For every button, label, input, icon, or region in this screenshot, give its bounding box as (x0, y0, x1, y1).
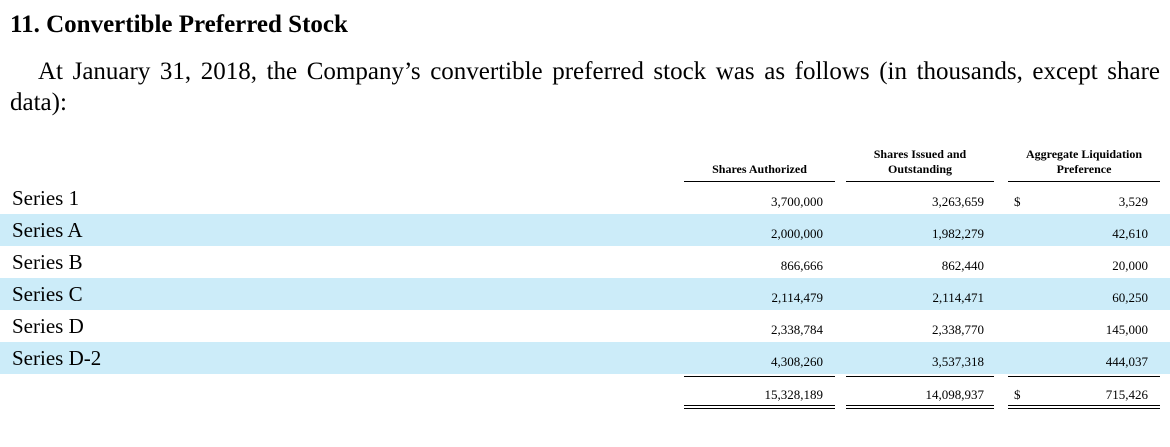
table-row: Series D-2 4,308,260 3,537,318 444,037 (0, 342, 1170, 374)
shares-authorized-cell: 2,114,479 (771, 290, 823, 305)
shares-authorized-cell: 4,308,260 (771, 354, 823, 369)
row-label: Series C (12, 282, 83, 306)
col-header-authorized-text: Shares Authorized (712, 162, 807, 176)
double-rule-issued (846, 405, 994, 409)
row-label: Series D (12, 314, 84, 338)
shares-authorized-cell: 2,338,784 (771, 322, 823, 337)
row-label: Series B (12, 250, 83, 274)
shares-authorized-cell: 3,700,000 (771, 194, 823, 209)
table-row: Series 1 3,700,000 3,263,659 $ 3,529 (0, 182, 1170, 214)
table-row: Series C 2,114,479 2,114,471 60,250 (0, 278, 1170, 310)
shares-issued-cell: 3,537,318 (932, 354, 984, 369)
col-header-shares-issued: Shares Issued and Outstanding (846, 147, 994, 177)
col-header-rule-issued (846, 181, 994, 182)
total-shares-issued: 14,098,937 (925, 387, 985, 402)
shares-issued-cell: 3,263,659 (932, 194, 984, 209)
intro-paragraph: At January 31, 2018, the Company’s conve… (10, 58, 1160, 116)
table-row: Series A 2,000,000 1,982,279 42,610 (0, 214, 1170, 246)
col-header-rule-authorized (684, 181, 835, 182)
dollar-sign: $ (1014, 194, 1021, 209)
col-header-shares-authorized: Shares Authorized (684, 162, 835, 177)
double-rule-liquidation (1008, 405, 1160, 409)
shares-issued-cell: 862,440 (941, 258, 984, 273)
table-row: Series B 866,666 862,440 20,000 (0, 246, 1170, 278)
liquidation-cell: 60,250 (1112, 290, 1148, 305)
total-shares-authorized: 15,328,189 (764, 387, 824, 402)
col-header-aggregate-liquidation: Aggregate Liquidation Preference (1008, 147, 1160, 177)
liquidation-cell: 20,000 (1112, 258, 1148, 273)
liquidation-cell: 3,529 (1118, 194, 1148, 209)
col-header-liquidation-line1: Aggregate Liquidation (1025, 147, 1143, 161)
totals-row: 15,328,189 14,098,937 $ 715,426 (0, 378, 1170, 408)
row-label: Series D-2 (12, 346, 102, 370)
shares-issued-cell: 2,338,770 (932, 322, 984, 337)
total-rule-authorized (684, 376, 835, 377)
row-label: Series A (12, 218, 83, 242)
shares-issued-cell: 2,114,471 (932, 290, 984, 305)
col-header-issued-line2: Outstanding (887, 162, 953, 176)
col-header-issued-line1: Shares Issued and (873, 147, 967, 161)
shares-authorized-cell: 866,666 (780, 258, 823, 273)
section-heading: 11. Convertible Preferred Stock (10, 11, 348, 38)
total-rule-liquidation (1008, 376, 1160, 377)
liquidation-cell: 444,037 (1105, 354, 1148, 369)
double-rule-authorized (684, 405, 835, 409)
row-label: Series 1 (12, 186, 80, 210)
total-liquidation: 715,426 (1105, 387, 1148, 402)
col-header-rule-liquidation (1008, 181, 1160, 182)
total-dollar-sign: $ (1014, 387, 1021, 402)
shares-authorized-cell: 2,000,000 (771, 226, 823, 241)
liquidation-cell: 145,000 (1105, 322, 1148, 337)
col-header-liquidation-line2: Preference (1056, 162, 1112, 176)
liquidation-cell: 42,610 (1112, 226, 1148, 241)
table-row: Series D 2,338,784 2,338,770 145,000 (0, 310, 1170, 342)
total-rule-issued (846, 376, 994, 377)
shares-issued-cell: 1,982,279 (932, 226, 984, 241)
